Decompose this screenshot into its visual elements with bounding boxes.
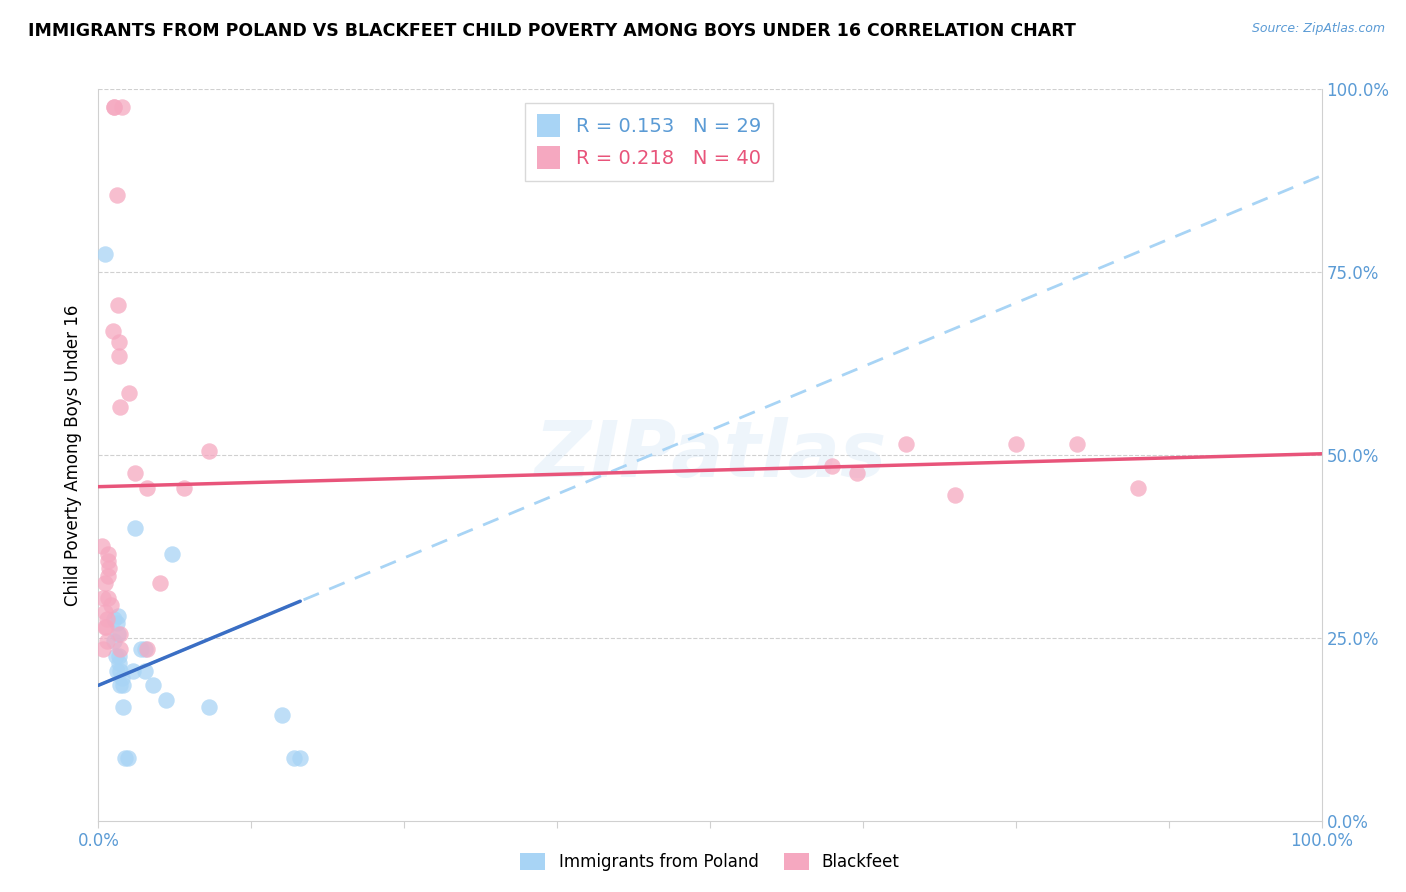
Point [110, 664, 132, 678]
Text: IMMIGRANTS FROM POLAND VS BLACKFEET CHILD POVERTY AMONG BOYS UNDER 16 CORRELATIO: IMMIGRANTS FROM POLAND VS BLACKFEET CHIL… [28, 22, 1076, 40]
Point [110, 641, 132, 656]
Point [124, 466, 146, 480]
Point [160, 547, 183, 561]
Point [96, 613, 118, 627]
Point [111, 671, 134, 685]
Point [111, 678, 134, 692]
Point [108, 349, 131, 363]
Point [93, 605, 115, 619]
Point [1066, 437, 1088, 451]
Point [107, 608, 129, 623]
Point [118, 385, 141, 400]
Point [110, 401, 132, 415]
Point [943, 488, 966, 502]
Point [894, 437, 917, 451]
Point [136, 641, 159, 656]
Point [100, 598, 122, 612]
Point [845, 466, 868, 480]
Point [117, 751, 139, 765]
Point [290, 751, 312, 765]
Point [110, 678, 132, 692]
Point [197, 700, 219, 714]
Legend: Immigrants from Poland, Blackfeet: Immigrants from Poland, Blackfeet [513, 847, 907, 878]
Point [134, 664, 156, 678]
Point [155, 693, 177, 707]
Point [103, 634, 125, 648]
Point [97, 547, 120, 561]
Point [101, 324, 124, 338]
Point [821, 458, 844, 473]
Point [114, 751, 136, 765]
Point [149, 576, 172, 591]
Point [103, 101, 125, 115]
Point [98, 561, 121, 575]
Point [103, 613, 125, 627]
Point [173, 481, 195, 495]
Point [1004, 437, 1026, 451]
Point [108, 334, 131, 349]
Text: Source: ZipAtlas.com: Source: ZipAtlas.com [1251, 22, 1385, 36]
Point [108, 649, 131, 664]
Point [111, 101, 134, 115]
Point [93, 620, 115, 634]
Point [105, 664, 128, 678]
Point [121, 664, 143, 678]
Point [142, 678, 165, 692]
Point [134, 641, 156, 656]
Point [103, 101, 125, 115]
Y-axis label: Child Poverty Among Boys Under 16: Child Poverty Among Boys Under 16 [65, 304, 83, 606]
Point [91, 641, 114, 656]
Point [91, 591, 114, 605]
Point [136, 481, 159, 495]
Point [197, 444, 219, 458]
Point [93, 246, 115, 260]
Point [93, 576, 115, 591]
Point [1128, 481, 1150, 495]
Point [283, 751, 305, 765]
Point [97, 554, 120, 568]
Point [105, 188, 128, 202]
Point [270, 707, 294, 722]
Text: ZIPatlas: ZIPatlas [534, 417, 886, 493]
Point [94, 620, 117, 634]
Point [104, 649, 127, 664]
Point [91, 539, 114, 553]
Point [96, 634, 118, 648]
Point [105, 616, 128, 631]
Point [108, 657, 131, 671]
Point [110, 627, 132, 641]
Point [129, 641, 152, 656]
Point [97, 591, 120, 605]
Point [107, 627, 129, 641]
Point [97, 568, 120, 582]
Point [111, 700, 134, 714]
Point [107, 298, 129, 312]
Point [124, 521, 146, 535]
